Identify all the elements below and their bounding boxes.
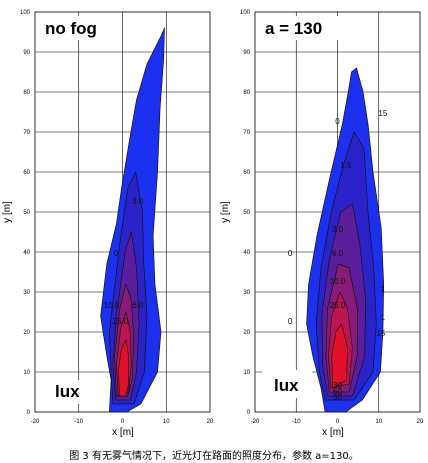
unit-label: lux (274, 376, 299, 395)
y-tick-label: 40 (23, 250, 30, 256)
y-tick-label: 40 (243, 250, 250, 256)
y-tick-label: 90 (243, 50, 250, 56)
y-tick-label: 60 (23, 170, 30, 176)
contour-label: 6.0 (132, 301, 144, 310)
y-tick-label: 20 (23, 330, 30, 336)
x-tick-label: 10 (163, 419, 170, 425)
title-background (41, 16, 113, 40)
contour-label: 0 (114, 249, 119, 258)
contour-label: 25.0 (113, 317, 129, 326)
y-axis-label: y [m] (2, 201, 13, 223)
y-tick-label: 90 (23, 50, 30, 56)
y-axis-label: y [m] (220, 201, 231, 223)
y-tick-label: 30 (23, 290, 30, 296)
x-tick-label: 20 (207, 419, 214, 425)
contour-label: 10.0 (330, 277, 346, 286)
contour-label: 1.5 (340, 161, 352, 170)
contour-label: 3.0 (332, 225, 344, 234)
y-tick-label: 30 (243, 290, 250, 296)
contour-group (100, 27, 165, 413)
y-tick-label: 70 (243, 130, 250, 136)
y-tick-label: 10 (23, 370, 30, 376)
x-axis-label: x [m] (322, 427, 344, 438)
contour-label: 0 (335, 117, 340, 126)
y-tick-label: 80 (243, 90, 250, 96)
contour-label: 6.0 (332, 249, 344, 258)
y-tick-label: 60 (243, 170, 250, 176)
contour-label: 25.0 (330, 301, 346, 310)
lux-box (262, 370, 312, 398)
contour-label: 1 (381, 285, 386, 294)
y-tick-label: 70 (23, 130, 30, 136)
contour-label: 0 (288, 317, 293, 326)
y-tick-label: 10 (243, 370, 250, 376)
y-tick-label: 0 (27, 410, 31, 416)
y-tick-label: 100 (240, 10, 251, 16)
contour-label: 15 (376, 329, 385, 338)
contour-label: 50 (333, 387, 342, 396)
y-tick-label: 20 (243, 330, 250, 336)
y-tick-label: 50 (23, 210, 30, 216)
x-tick-label: -20 (251, 419, 260, 425)
chart-title: a = 130 (265, 19, 322, 38)
figure-caption: 图 3 有无雾气情况下，近光灯在路面的照度分布，参数 a=130。 (69, 451, 359, 462)
contour-band-40 (117, 339, 129, 397)
contour-label: 30 (333, 381, 342, 390)
x-tick-label: 20 (417, 419, 424, 425)
x-tick-label: 0 (121, 419, 125, 425)
contour-label: 0 (288, 249, 293, 258)
y-tick-label: 50 (243, 210, 250, 216)
unit-label: lux (55, 382, 80, 401)
x-tick-label: -20 (31, 419, 40, 425)
contour-label: 3.0 (132, 197, 144, 206)
lux-box (43, 380, 98, 404)
contour-label: 30 (333, 393, 342, 402)
y-tick-label: 80 (23, 90, 30, 96)
y-tick-label: 100 (20, 10, 31, 16)
title-background (261, 16, 343, 40)
contour-label: 1 (381, 313, 386, 322)
chart-title: no fog (45, 19, 97, 38)
contour-label: 10.0 (104, 301, 120, 310)
x-axis-label: x [m] (112, 427, 134, 438)
contour-label: 15 (378, 109, 387, 118)
x-tick-label: 10 (375, 419, 382, 425)
x-tick-label: -10 (292, 419, 301, 425)
x-tick-label: -10 (74, 419, 83, 425)
chart-panel-1: 0 3.0 6.0 10.0 25.0 -20 -10 0 10 20 0 10 20 30 40 50 60 7… (2, 10, 214, 438)
contour-group (306, 67, 385, 413)
y-tick-label: 0 (247, 410, 251, 416)
contour-band-25 (331, 323, 348, 389)
x-tick-label: 0 (336, 419, 340, 425)
